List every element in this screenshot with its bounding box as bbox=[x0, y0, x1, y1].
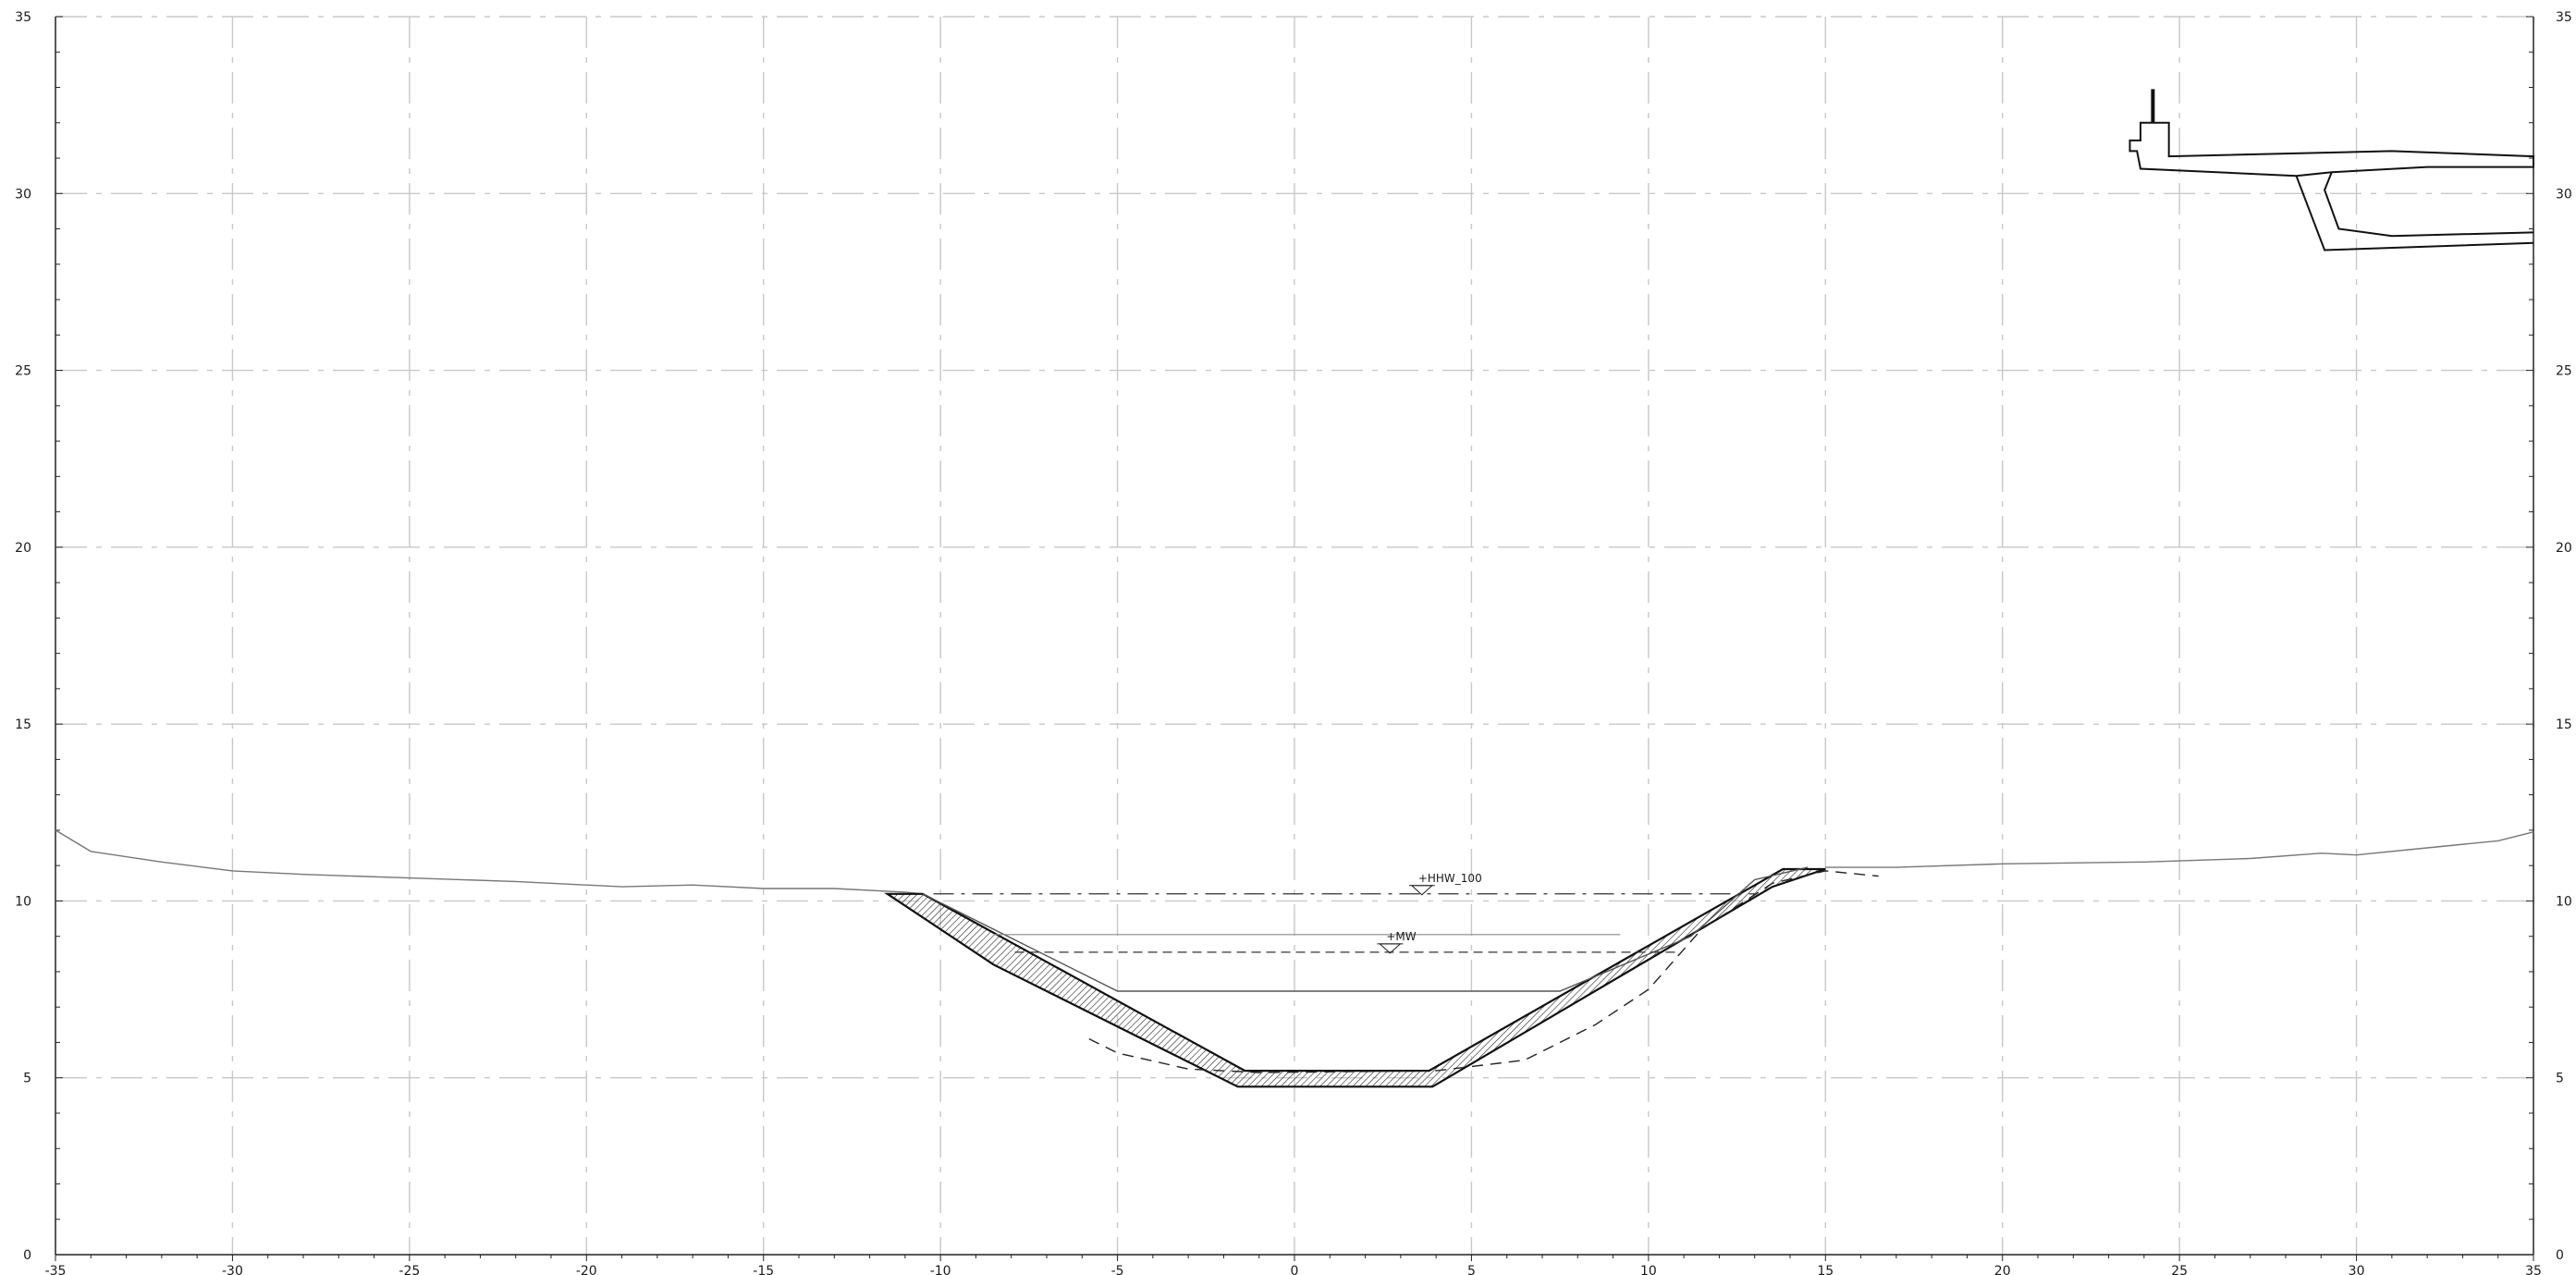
y-tick-label-right: 35 bbox=[2556, 10, 2572, 25]
y-tick-label-left: 30 bbox=[15, 187, 31, 202]
x-tick-label: 10 bbox=[1640, 1264, 1657, 1275]
y-tick-label-right: 25 bbox=[2556, 364, 2572, 379]
x-tick-label: -20 bbox=[576, 1264, 597, 1275]
channel-lining bbox=[884, 867, 1826, 1088]
subgrade-dashed-line bbox=[1088, 870, 1879, 1073]
x-tick-label: 0 bbox=[1291, 1264, 1299, 1275]
y-tick-label-right: 15 bbox=[2556, 717, 2572, 732]
y-tick-label-right: 20 bbox=[2556, 541, 2572, 556]
bridge-girder-outer bbox=[2295, 175, 2534, 251]
x-tick-label: 5 bbox=[1467, 1264, 1476, 1275]
x-tick-label: 30 bbox=[2349, 1264, 2365, 1275]
grid bbox=[55, 16, 2533, 1255]
y-tick-label-left: 20 bbox=[15, 541, 31, 556]
x-tick-label: 15 bbox=[1817, 1264, 1834, 1275]
section-geometry bbox=[55, 89, 2534, 1088]
y-tick-label-right: 0 bbox=[2556, 1248, 2564, 1263]
bridge-deck bbox=[2128, 121, 2534, 178]
y-tick-label-left: 15 bbox=[15, 717, 31, 732]
x-tick-label: 25 bbox=[2171, 1264, 2188, 1275]
mw-level-label: +MW bbox=[1386, 930, 1416, 943]
terrain-right-line bbox=[1825, 831, 2534, 868]
hhw-level-label: +HHW_100 bbox=[1418, 872, 1482, 885]
x-tick-label: -5 bbox=[1111, 1264, 1124, 1275]
x-tick-label: -30 bbox=[222, 1264, 243, 1275]
bridge-girder-inner bbox=[2324, 171, 2534, 238]
y-tick-label-left: 0 bbox=[23, 1248, 31, 1263]
axes bbox=[55, 16, 2534, 1261]
y-tick-label-left: 5 bbox=[23, 1072, 31, 1086]
y-tick-label-left: 35 bbox=[15, 10, 31, 25]
y-tick-label-right: 30 bbox=[2556, 187, 2572, 202]
y-tick-label-left: 25 bbox=[15, 364, 31, 379]
labels: -35 -30 -25 -20 -15 -10 -5 0 5 10 15 20 25 30 35 0 0 5 5 10… bbox=[15, 10, 2572, 1275]
x-tick-label: -15 bbox=[753, 1264, 774, 1275]
x-tick-label: -10 bbox=[930, 1264, 951, 1275]
y-tick-label-right: 5 bbox=[2556, 1072, 2564, 1086]
y-tick-label-right: 10 bbox=[2556, 894, 2572, 909]
x-tick-label: -25 bbox=[399, 1264, 420, 1275]
y-tick-label-left: 10 bbox=[15, 894, 31, 909]
x-tick-label: -35 bbox=[45, 1264, 67, 1275]
x-tick-label: 35 bbox=[2525, 1264, 2542, 1275]
x-tick-label: 20 bbox=[1994, 1264, 2011, 1275]
terrain-left-line bbox=[55, 829, 924, 895]
inner-channel-outline bbox=[922, 866, 1809, 992]
